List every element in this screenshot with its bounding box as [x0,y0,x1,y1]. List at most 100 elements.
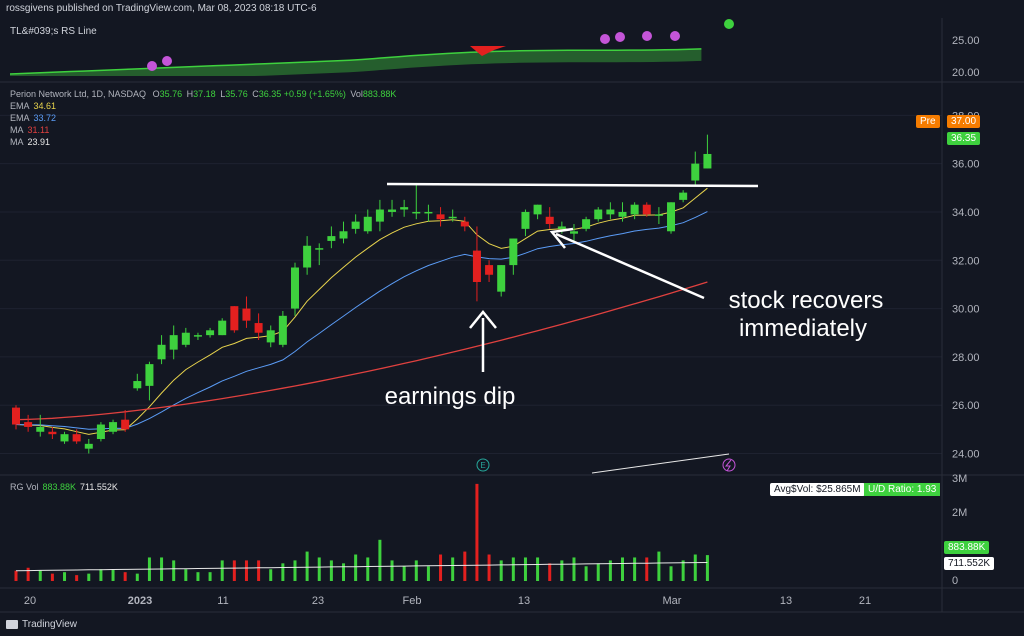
volume-bar [499,560,503,581]
volume-bar [669,566,673,581]
volume-bar [111,569,115,581]
candle-body [630,204,639,215]
candle-body [242,308,251,321]
indicator-ema-slow[interactable]: EMA 33.72 [10,113,56,123]
candle-body [84,443,93,449]
candle-body [472,250,481,282]
time-axis-label: 2023 [128,595,152,607]
tradingview-footer[interactable]: TradingView [6,619,77,630]
candle-body [703,153,712,169]
ohlc-legend: Perion Network Ltd, 1D, NASDAQ O35.76 H3… [10,89,396,99]
indicator-ma-white[interactable]: MA 23.91 [10,137,50,147]
candle-body [36,426,45,432]
rs-latest-dot [724,19,734,29]
avg-dollar-volume-badge: Avg$Vol: $25.865M [770,483,865,496]
low-label: L [220,89,226,99]
volume-bar [123,572,127,581]
candle-body [545,216,554,225]
volume-legend: RG Vol 883.88K 711.552K [10,482,118,492]
recover-arrow [555,232,705,300]
candle-body [351,221,360,229]
time-axis-label: Feb [403,595,422,607]
volume-tick-label: 3M [952,473,967,485]
volume-bar [26,567,30,581]
candle-body [206,330,215,336]
volume-tag-2: 711.552K [944,557,995,570]
candle-body [642,204,651,215]
immediately-annotation: immediately [739,315,867,342]
rs-new-high-dot [615,32,625,42]
ema-slow-line [15,211,708,430]
indicator-value: 31.11 [27,125,50,135]
premarket-price-tag: 37.00 [947,115,981,128]
volume-bar [184,569,188,581]
rs-down-segment [470,46,506,56]
volume-bar [548,563,552,581]
axes: 24.0026.0028.0030.0032.0034.0036.0038.00… [24,35,980,607]
stock-recovers-annotation: stock recovers [729,287,884,314]
rs-new-high-dot [642,31,652,41]
candle-body [266,330,275,343]
candle-body [109,422,118,432]
rs-tick-label: 25.00 [952,35,980,47]
volume-bar [354,554,358,581]
rs-tick-label: 20.00 [952,67,980,79]
volume-bar [572,557,576,581]
volume-bar [536,557,540,581]
indicator-name: MA [10,125,24,135]
earnings-event-marker [476,458,490,472]
earnings-event-letter: E [480,461,485,470]
indicator-ema-fast[interactable]: EMA 34.61 [10,101,56,111]
dividend-event-marker [722,458,736,472]
rs-area [10,48,702,76]
volume-bar [657,551,661,581]
price-tick-label: 32.00 [952,255,980,267]
candle-body [218,320,227,336]
volume-bar [621,557,624,581]
candle-body [400,207,409,210]
candles [12,134,712,454]
volume-bar [220,560,224,581]
volume-bar [523,557,527,581]
volume-bar [596,563,600,581]
volume-bar [99,569,103,581]
symbol-title: Perion Network Ltd, 1D, NASDAQ [10,89,147,99]
candle-body [145,364,154,386]
volume-bar [14,570,18,581]
volume-bar [196,572,200,581]
candle-body [485,265,494,275]
candle-body [460,221,469,227]
volume-label: Vol [350,89,363,99]
volume-bar [475,483,479,581]
change-value: +0.59 (+1.65%) [283,89,346,99]
ud-ratio-badge: U/D Ratio: 1.93 [864,483,941,496]
candle-body [290,267,299,309]
candle-body [521,211,530,229]
moving-average-lines [15,187,708,435]
volume-bar [633,557,637,581]
candle-body [96,424,105,440]
volume-tick-label: 0 [952,575,958,587]
tradingview-logo-icon [6,620,18,629]
volume-bar [342,563,346,581]
volume-bar [463,551,467,581]
candle-body [12,407,20,425]
price-tick-label: 24.00 [952,449,980,461]
rs-new-high-dot [600,34,610,44]
candle-body [436,214,445,220]
published-header: rossgivens published on TradingView.com,… [6,3,317,14]
grid-lines [0,114,942,455]
lightning-icon [724,459,732,472]
candle-body [254,323,263,333]
volume-bar [269,569,273,581]
volume-value-1: 883.88K [42,482,77,492]
rs-line-panel [9,19,734,76]
volume-value: 883.88K [362,89,397,99]
volume-bar [135,573,139,581]
dip-arrow-head [469,310,497,329]
candle-body [412,211,421,214]
long-term-ma-segment [591,453,730,474]
indicator-ma-red[interactable]: MA 31.11 [10,125,49,135]
